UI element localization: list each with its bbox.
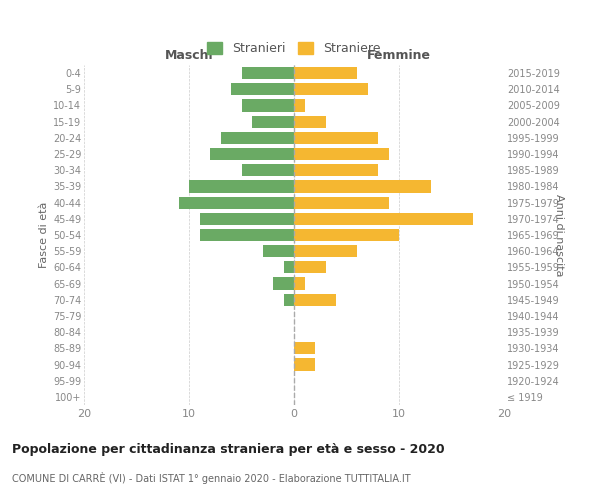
Bar: [189, 180, 294, 192]
Bar: [284, 262, 294, 274]
Bar: [294, 278, 305, 289]
Bar: [273, 278, 294, 289]
Bar: [241, 100, 294, 112]
Bar: [221, 132, 294, 144]
Bar: [241, 67, 294, 79]
Bar: [210, 148, 294, 160]
Bar: [294, 116, 325, 128]
Bar: [294, 67, 357, 79]
Y-axis label: Anni di nascita: Anni di nascita: [554, 194, 564, 276]
Y-axis label: Fasce di età: Fasce di età: [38, 202, 49, 268]
Legend: Stranieri, Straniere: Stranieri, Straniere: [202, 37, 386, 60]
Bar: [294, 294, 336, 306]
Bar: [294, 148, 389, 160]
Bar: [199, 229, 294, 241]
Text: Femmine: Femmine: [367, 48, 431, 62]
Bar: [294, 212, 473, 225]
Text: Popolazione per cittadinanza straniera per età e sesso - 2020: Popolazione per cittadinanza straniera p…: [12, 442, 445, 456]
Bar: [179, 196, 294, 208]
Bar: [294, 245, 357, 258]
Bar: [294, 164, 378, 176]
Bar: [231, 83, 294, 96]
Bar: [294, 132, 378, 144]
Bar: [241, 164, 294, 176]
Bar: [263, 245, 294, 258]
Bar: [284, 294, 294, 306]
Bar: [252, 116, 294, 128]
Bar: [294, 262, 325, 274]
Bar: [294, 100, 305, 112]
Text: Maschi: Maschi: [164, 48, 214, 62]
Bar: [294, 196, 389, 208]
Text: COMUNE DI CARRÈ (VI) - Dati ISTAT 1° gennaio 2020 - Elaborazione TUTTITALIA.IT: COMUNE DI CARRÈ (VI) - Dati ISTAT 1° gen…: [12, 472, 410, 484]
Bar: [294, 83, 367, 96]
Bar: [294, 342, 315, 354]
Bar: [294, 229, 399, 241]
Bar: [199, 212, 294, 225]
Bar: [294, 180, 431, 192]
Bar: [294, 358, 315, 370]
